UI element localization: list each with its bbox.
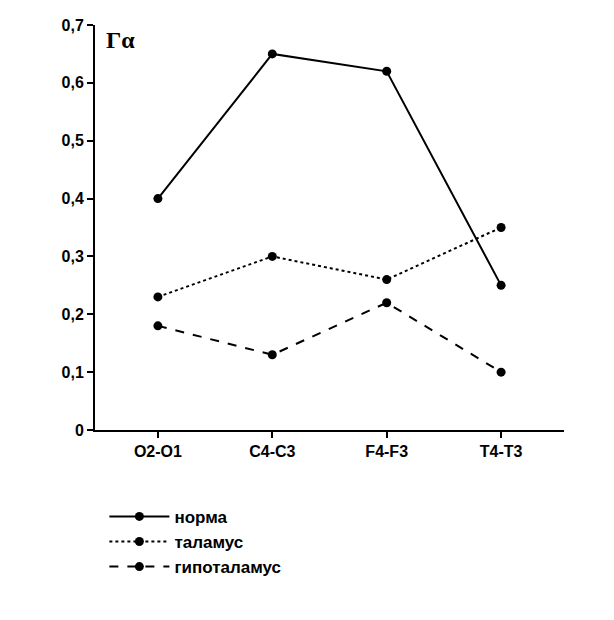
svg-text:0,5: 0,5 [62, 132, 84, 149]
svg-text:Γα: Γα [106, 27, 135, 53]
svg-text:таламус: таламус [174, 533, 243, 552]
svg-text:0,2: 0,2 [62, 306, 84, 323]
svg-text:F4-F3: F4-F3 [365, 443, 408, 460]
svg-text:0,3: 0,3 [62, 248, 84, 265]
svg-text:гипоталамус: гипоталамус [174, 558, 281, 577]
svg-text:0,1: 0,1 [62, 364, 84, 381]
svg-text:T4-T3: T4-T3 [480, 443, 523, 460]
svg-text:0,4: 0,4 [62, 190, 84, 207]
svg-text:C4-C3: C4-C3 [249, 443, 295, 460]
svg-text:0: 0 [75, 422, 84, 439]
svg-text:0,7: 0,7 [62, 17, 84, 34]
svg-text:0,6: 0,6 [62, 74, 84, 91]
svg-text:O2-O1: O2-O1 [134, 443, 182, 460]
svg-text:норма: норма [174, 508, 227, 527]
